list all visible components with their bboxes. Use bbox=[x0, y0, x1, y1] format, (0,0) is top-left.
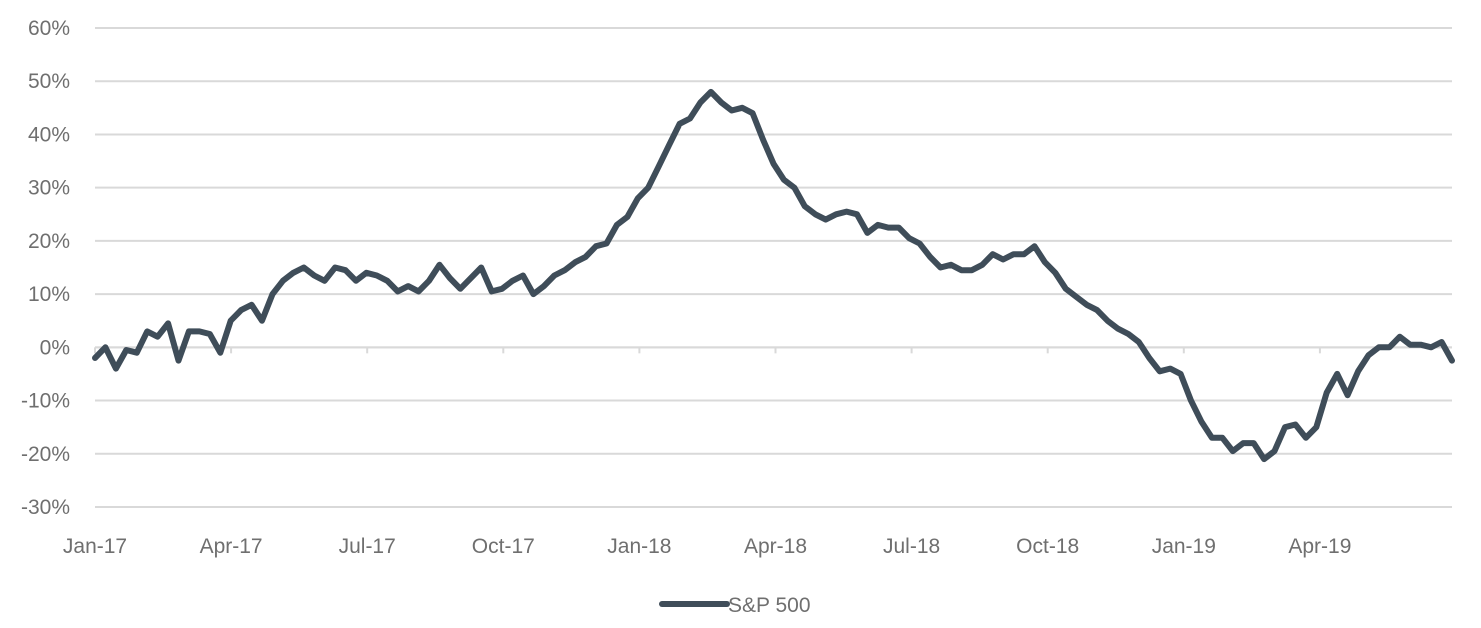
x-axis bbox=[94, 346, 1452, 354]
legend-label-sp500: S&P 500 bbox=[728, 594, 811, 617]
x-tick-label: Jul-17 bbox=[339, 535, 396, 558]
x-tick-label: Jul-18 bbox=[883, 535, 940, 558]
y-tick-label: 40% bbox=[28, 123, 70, 146]
y-tick-label: 50% bbox=[28, 70, 70, 93]
y-tick-label: 10% bbox=[28, 283, 70, 306]
y-axis-labels: 60% 50% 40% 30% 20% 10% 0% -10% -20% -30% bbox=[21, 17, 70, 519]
series-line-sp500 bbox=[92, 88, 1455, 463]
y-tick-label: -20% bbox=[21, 443, 70, 466]
y-tick-label: 0% bbox=[40, 336, 70, 359]
x-tick-label: Apr-19 bbox=[1288, 535, 1351, 558]
y-tick-label: 60% bbox=[28, 17, 70, 40]
series-layer bbox=[92, 88, 1455, 463]
x-tick-label: Jan-19 bbox=[1152, 535, 1216, 558]
y-tick-label: -10% bbox=[21, 390, 70, 413]
legend: S&P 500 bbox=[659, 594, 811, 617]
x-tick-label: Jan-17 bbox=[63, 535, 127, 558]
x-tick-label: Apr-18 bbox=[744, 535, 807, 558]
x-tick-label: Oct-18 bbox=[1016, 535, 1079, 558]
y-tick-label: -30% bbox=[21, 496, 70, 519]
x-tick-label: Jan-18 bbox=[607, 535, 671, 558]
x-tick-label: Oct-17 bbox=[472, 535, 535, 558]
x-axis-labels: Jan-17 Apr-17 Jul-17 Oct-17 Jan-18 Apr-18 Jul-… bbox=[63, 535, 1352, 558]
y-tick-label: 20% bbox=[28, 230, 70, 253]
x-tick-label: Apr-17 bbox=[200, 535, 263, 558]
y-tick-label: 30% bbox=[28, 177, 70, 200]
